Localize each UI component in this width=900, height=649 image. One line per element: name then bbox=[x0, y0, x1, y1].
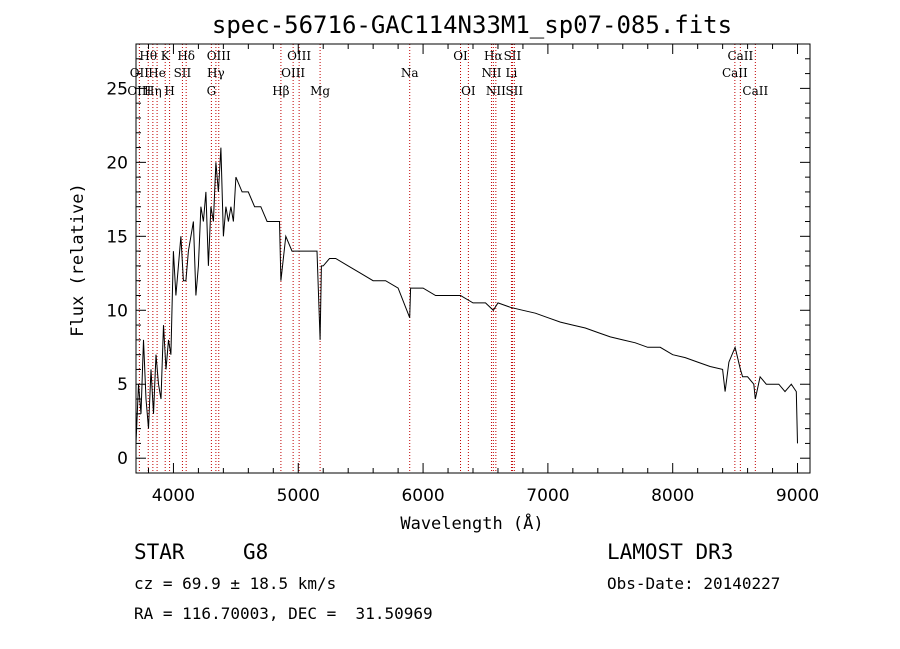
x-axis-ticks: 4000 5000 6000 7000 8000 9000 bbox=[147, 44, 819, 506]
line-label: K bbox=[161, 49, 171, 63]
line-label: Hη bbox=[144, 84, 162, 98]
redshift-velocity: cz = 69.9 ± 18.5 km/s bbox=[134, 574, 337, 593]
y-tick-label: 15 bbox=[106, 227, 128, 247]
observation-date: Obs-Date: 20140227 bbox=[607, 574, 781, 593]
line-label: OIII bbox=[287, 49, 311, 63]
spectrum-line-group bbox=[135, 147, 798, 444]
line-label: H bbox=[164, 84, 174, 98]
y-tick-label: 0 bbox=[117, 449, 128, 469]
line-label: CaII bbox=[742, 84, 768, 98]
y-tick-label: 5 bbox=[117, 375, 128, 395]
survey-name: LAMOST DR3 bbox=[607, 540, 734, 564]
plot-frame bbox=[135, 43, 811, 474]
spectral-subclass: G8 bbox=[243, 540, 269, 564]
line-label: SII bbox=[505, 84, 523, 98]
line-label: CaII bbox=[722, 66, 748, 80]
x-tick-label: 4000 bbox=[152, 486, 195, 506]
line-label: OIII bbox=[207, 49, 231, 63]
y-tick-label: 25 bbox=[106, 79, 128, 99]
line-label: Mg bbox=[310, 84, 330, 98]
x-tick-label: 6000 bbox=[401, 486, 444, 506]
line-label: Hγ bbox=[207, 66, 225, 80]
line-label: OIII bbox=[281, 66, 305, 80]
coordinates: RA = 116.70003, DEC = 31.50969 bbox=[134, 604, 433, 623]
chart-title: spec-56716-GAC114N33M1_sp07-085.fits bbox=[212, 11, 732, 39]
y-tick-label: 10 bbox=[106, 301, 128, 321]
line-label: Hδ bbox=[177, 49, 195, 63]
line-label: SII bbox=[174, 66, 192, 80]
y-axis-label: Flux (relative) bbox=[68, 183, 88, 337]
line-label: Hβ bbox=[272, 84, 289, 98]
line-label: OI bbox=[461, 84, 476, 98]
spectrum-line bbox=[135, 147, 798, 444]
y-axis-ticks: 0 5 10 15 20 25 bbox=[106, 58, 810, 469]
line-label: Hα bbox=[484, 49, 503, 63]
line-label: NII bbox=[481, 66, 501, 80]
line-label: OIII bbox=[127, 84, 151, 98]
line-label: Na bbox=[401, 66, 419, 80]
line-label: Hθ bbox=[139, 49, 157, 63]
line-label: Li bbox=[506, 66, 518, 80]
line-label: OII bbox=[130, 66, 150, 80]
object-class: STAR bbox=[134, 540, 185, 564]
x-axis-label: Wavelength (Å) bbox=[400, 512, 543, 534]
line-label: G bbox=[207, 84, 217, 98]
line-label: CaII bbox=[727, 49, 753, 63]
line-label: SII bbox=[504, 49, 522, 63]
y-tick-label: 20 bbox=[106, 153, 128, 173]
line-label: NII bbox=[486, 84, 506, 98]
x-tick-label: 7000 bbox=[526, 486, 569, 506]
x-tick-label: 9000 bbox=[776, 486, 819, 506]
x-tick-label: 5000 bbox=[277, 486, 320, 506]
x-tick-label: 8000 bbox=[651, 486, 694, 506]
line-label: OI bbox=[453, 49, 468, 63]
line-label: He bbox=[148, 66, 166, 80]
